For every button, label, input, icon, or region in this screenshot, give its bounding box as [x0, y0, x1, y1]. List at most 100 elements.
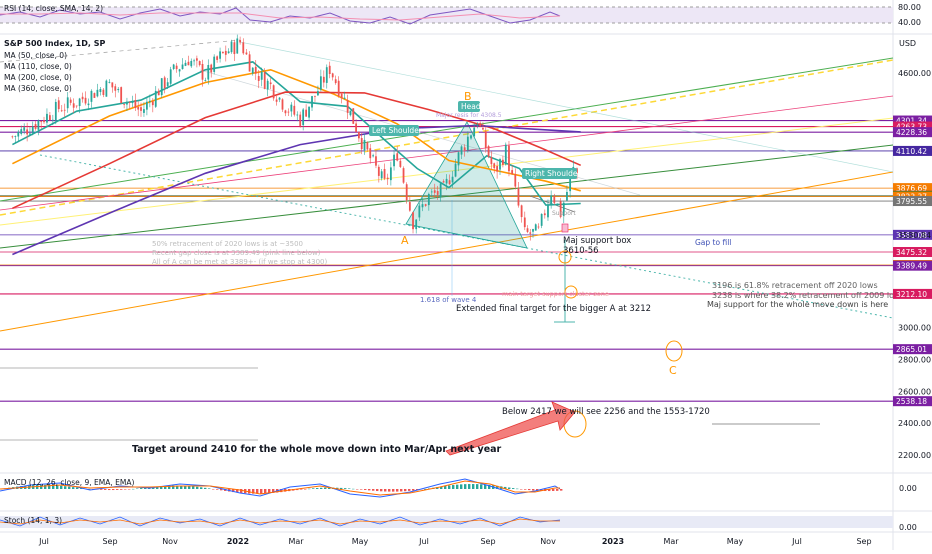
right-shoulder-tag: [522, 168, 577, 179]
retracement-note-1: 3196 is 61.8% retracement off 2020 lows: [712, 281, 878, 290]
candle-186: [562, 200, 565, 224]
macd-bar-138: [552, 489, 555, 491]
macd-bar-60: [240, 489, 243, 493]
stoch-d: [0, 518, 560, 525]
green-trendline-lower: [0, 144, 894, 249]
wave-a-label: A: [401, 234, 409, 247]
faint-note-1: 50% retracement of 2020 lows is at ~3500: [152, 240, 303, 248]
macd-bar-106: [424, 488, 427, 490]
price-badge-9: [893, 229, 932, 240]
candle-36: [117, 87, 120, 93]
support-faint-note: Support: [552, 210, 576, 217]
macd-bar-17: [68, 486, 71, 489]
macd-signal: [0, 480, 560, 496]
macd-bar-53: [212, 489, 215, 490]
yellow-dashed-trendline: [0, 59, 894, 216]
candle-95: [290, 102, 293, 117]
macd-bar-110: [440, 486, 443, 489]
macd-bar-117: [468, 484, 471, 489]
candle-166: [502, 155, 504, 168]
macd-bar-64: [256, 489, 259, 494]
headline-target-note: Target around 2410 for the whole move do…: [132, 444, 502, 455]
right-shoulder-label: Right Shoulder: [525, 169, 581, 178]
candle-6: [29, 126, 31, 136]
candle-40: [128, 101, 131, 109]
time-axis[interactable]: Jul Sep Nov 2022 Mar May Jul Sep Nov 2023 Mar May Ju…: [38, 537, 871, 546]
candle-157: [476, 122, 479, 129]
candle-172: [520, 204, 523, 223]
rsi-line: [0, 7, 561, 25]
candle-12: [46, 108, 48, 128]
candle-38: [123, 103, 126, 109]
rsi-tick-80: 80.00: [898, 3, 921, 12]
candle-92: [281, 98, 284, 112]
candle-97: [296, 111, 299, 122]
macd-bar-20: [80, 488, 83, 489]
candle-31: [102, 88, 105, 98]
candle-125: [377, 164, 380, 183]
macd-bar-54: [216, 489, 219, 490]
candle-115: [349, 110, 352, 117]
candle-94: [287, 108, 290, 116]
candle-73: [224, 45, 227, 62]
price-badge-label-12: 3389.49: [896, 262, 927, 271]
macd-bar-103: [412, 489, 415, 491]
candle-133: [402, 166, 405, 184]
macd-bar-13: [52, 485, 55, 489]
candle-48: [151, 98, 154, 113]
macd-bar-14: [56, 485, 59, 489]
light-channel-upper: [239, 41, 894, 173]
candle-119: [360, 132, 363, 155]
price-badge-15: [893, 396, 932, 407]
candle-19: [66, 92, 69, 113]
stoch-title: Stoch (14, 1, 3): [4, 516, 62, 525]
macd-bar-118: [472, 484, 475, 489]
macd-bar-36: [144, 487, 147, 489]
candle-169: [511, 165, 514, 176]
price-axis[interactable]: 4301.344263.734228.364110.423876.693828.…: [893, 69, 932, 460]
price-badge-label-14: 2865.01: [896, 345, 927, 354]
macd-bar-140: [560, 489, 563, 491]
macd-bar-130: [520, 489, 523, 490]
candle-71: [219, 47, 221, 63]
candle-139: [421, 197, 424, 212]
candle-143: [433, 183, 436, 198]
candle-4: [23, 123, 26, 135]
candle-72: [222, 51, 224, 54]
macd-bar-66: [264, 489, 267, 494]
price-badge-label-15: 2538.18: [896, 397, 927, 406]
candle-188: [569, 176, 572, 198]
macd-bar-49: [196, 486, 199, 489]
price-badge-0: [893, 115, 932, 126]
candle-167: [504, 142, 507, 166]
price-badge-label-4: 3876.69: [896, 184, 927, 193]
price-badge-12: [893, 260, 932, 271]
price-legend: S&P 500 Index, 1D, SP MA (50, close, 0) …: [4, 39, 916, 93]
candle-57: [178, 68, 181, 77]
macd-bar-102: [408, 489, 411, 491]
candle-132: [399, 158, 402, 169]
macd-bar-15: [60, 485, 63, 489]
candle-20: [69, 97, 72, 106]
candle-151: [457, 151, 460, 172]
candle-180: [543, 209, 546, 219]
macd-bar-139: [556, 489, 559, 491]
macd-bar-119: [476, 484, 479, 489]
macd-bar-126: [504, 486, 507, 489]
candle-101: [308, 106, 310, 121]
candle-50: [157, 88, 160, 96]
candle-79: [242, 38, 245, 55]
candle-109: [331, 72, 334, 81]
candle-75: [230, 39, 233, 54]
faint-note-2: Recent gap close is at 3389.49 (pink lin…: [152, 249, 321, 257]
macd-bar-87: [348, 488, 351, 489]
macd-bar-101: [404, 489, 407, 492]
annotation-markers: [445, 223, 683, 456]
candle-47: [148, 94, 151, 108]
candle-107: [325, 64, 328, 89]
candle-64: [198, 60, 201, 67]
macd-bar-52: [208, 488, 211, 489]
macd-bar-91: [364, 489, 367, 490]
